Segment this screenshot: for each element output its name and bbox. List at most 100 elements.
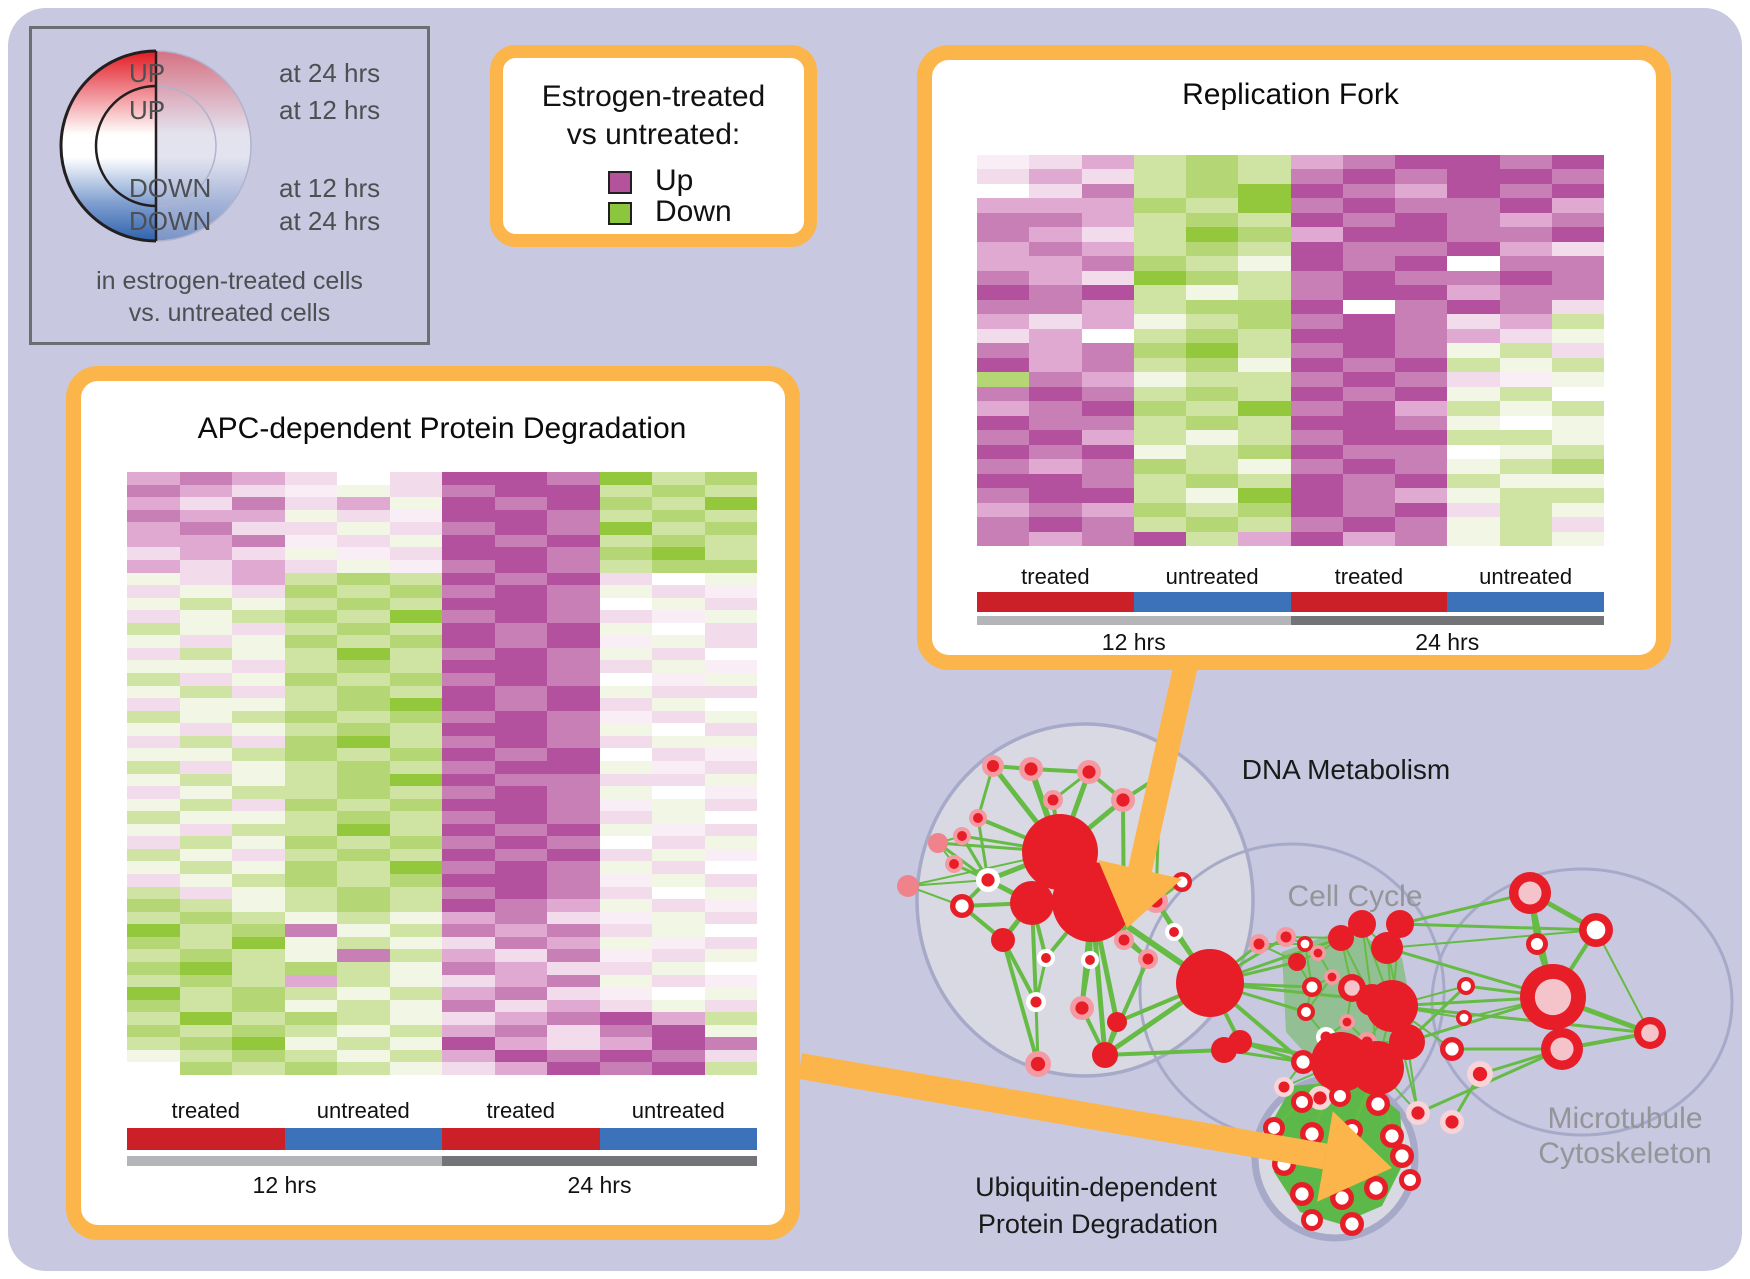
heatmap-cell (284, 622, 337, 636)
network-node (1296, 1055, 1310, 1069)
heatmap-cell (547, 723, 600, 736)
heatmap-cell (127, 534, 180, 548)
heatmap-cell (337, 874, 390, 887)
heatmap-cell (442, 572, 495, 586)
heatmap-cell (547, 698, 600, 711)
heatmap-cell (337, 710, 390, 724)
network-node (1300, 939, 1310, 949)
heatmap-cell (977, 488, 1030, 503)
heatmap-cell (547, 472, 600, 485)
heatmap-cell (232, 710, 285, 724)
heatmap-cell (179, 886, 232, 900)
heatmap-cell (1342, 227, 1395, 242)
heatmap-row (127, 522, 757, 535)
heatmap-cell (179, 786, 232, 799)
heatmap-cell (599, 773, 652, 787)
heatmap-cell (1029, 328, 1082, 344)
network-node (1041, 953, 1051, 963)
heatmap-cell (1081, 241, 1134, 257)
heatmap-cell (389, 874, 442, 887)
heatmap-cell (179, 798, 232, 812)
heatmap-cell (232, 472, 285, 485)
heatmap-cell (1551, 343, 1604, 358)
heatmap-cell (442, 522, 495, 535)
heatmap-cell (232, 861, 285, 874)
heatmap-cell (704, 773, 757, 787)
heatmap-cell (442, 798, 495, 812)
heatmap-cell (1499, 270, 1552, 286)
heatmap-cell (1447, 270, 1500, 286)
heatmap-cell (1290, 459, 1343, 474)
heatmap-cell (1499, 169, 1552, 184)
heatmap-cell (127, 497, 180, 510)
heatmap-cell (547, 1012, 600, 1025)
heatmap-cell (977, 270, 1030, 286)
ring-legend-row-down24: DOWN at 24 hrs (129, 206, 380, 237)
heatmap-cell (1081, 256, 1134, 271)
heatmap-cell (179, 522, 232, 535)
heatmap-cell (179, 949, 232, 962)
heatmap-cell (1395, 444, 1448, 460)
heatmap-cell (232, 622, 285, 636)
heatmap-cell (599, 673, 652, 686)
network-node (1350, 1041, 1404, 1095)
heatmap-cell (1029, 517, 1082, 532)
heatmap-cell (599, 961, 652, 975)
heatmap-cell (1186, 314, 1239, 329)
heatmap-cell (704, 974, 757, 988)
heatmap-cell (652, 723, 705, 736)
heatmap-cell (1238, 155, 1291, 170)
heatmap-cell (1029, 372, 1082, 387)
heatmap-row (127, 773, 757, 787)
heatmap-cell (127, 735, 180, 749)
heatmap-cell (977, 473, 1030, 489)
heatmap-cell (1551, 256, 1604, 271)
heatmap-cell (1447, 198, 1500, 213)
heatmap-cell (1290, 357, 1343, 373)
heatmap-cell (337, 899, 390, 912)
heatmap-cell (127, 1049, 180, 1063)
heatmap-row (127, 723, 757, 736)
heatmap-cell (127, 1062, 180, 1075)
heatmap-cell (1081, 459, 1134, 474)
heatmap-cell (389, 1037, 442, 1050)
heatmap-cell (704, 786, 757, 799)
heatmap-row (127, 635, 757, 648)
heatmap-cell (599, 823, 652, 837)
heatmap-cell (442, 735, 495, 749)
heatmap-cell (599, 710, 652, 724)
heatmap-row (977, 155, 1604, 170)
heatmap-cell (442, 597, 495, 611)
heatmap-cell (494, 836, 547, 849)
heatmap-cell (232, 585, 285, 598)
heatmap-cell (1551, 328, 1604, 344)
heatmap-cell (1186, 386, 1239, 402)
heatmap-cell (494, 597, 547, 611)
heatmap-cell (179, 911, 232, 925)
network-node (1047, 794, 1059, 806)
heatmap-cell (652, 874, 705, 887)
heatmap-cell (704, 848, 757, 862)
heatmap-cell (127, 647, 180, 661)
heatmap-cell (284, 585, 337, 598)
heatmap-cell (389, 585, 442, 598)
network-edge (1399, 891, 1531, 926)
heatmap-cell (704, 547, 757, 560)
heatmap-cell (1133, 531, 1186, 547)
heatmap-cell (494, 572, 547, 586)
network-node (1288, 953, 1306, 971)
heatmap-cell (127, 999, 180, 1013)
heatmap-cell (179, 1049, 232, 1063)
heatmap-cell (442, 773, 495, 787)
heatmap-cell (652, 823, 705, 837)
heatmap-cell (652, 472, 705, 485)
network-node (1472, 1066, 1488, 1082)
heatmap-cell (652, 647, 705, 661)
heatmap-cell (179, 836, 232, 849)
heatmap-row (127, 1012, 757, 1025)
heatmap-cell (494, 1012, 547, 1025)
time-label: at 12 hrs (279, 173, 381, 203)
heatmap-cell (1447, 241, 1500, 257)
heatmap-cell (1133, 212, 1186, 228)
heatmap-cell (1290, 430, 1343, 445)
